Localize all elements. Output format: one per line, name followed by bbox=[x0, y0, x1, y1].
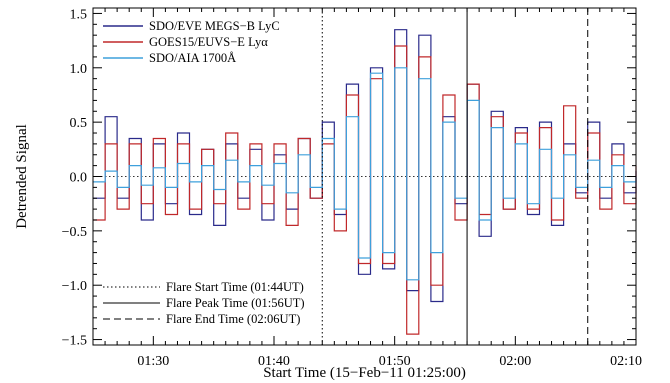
y-tick-label: −0.5 bbox=[62, 225, 87, 240]
legend-label: Flare Peak Time (01:56UT) bbox=[166, 296, 305, 310]
x-tick-label: 01:50 bbox=[379, 354, 411, 369]
y-tick-label: 1.5 bbox=[70, 7, 88, 22]
legend-label: GOES15/EUVS−E Lyα bbox=[149, 35, 268, 49]
legend-label: Flare Start Time (01:44UT) bbox=[166, 280, 304, 294]
legend-label: SDO/AIA 1700Å bbox=[149, 51, 236, 65]
y-tick-label: −1.5 bbox=[62, 334, 87, 349]
series-legend: SDO/EVE MEGS−B LyC GOES15/EUVS−E Lyα SDO/A… bbox=[103, 19, 280, 65]
y-axis-title: Detrended Signal bbox=[14, 124, 30, 229]
series-line-1 bbox=[93, 29, 637, 303]
x-tick-label: 02:00 bbox=[499, 354, 531, 369]
x-tick-label: 01:30 bbox=[137, 354, 169, 369]
x-tick-label: 01:40 bbox=[258, 354, 290, 369]
series-line-2 bbox=[93, 45, 637, 335]
x-axis-title: Start Time (15−Feb−11 01:25:00) bbox=[263, 365, 466, 381]
y-tick-label: 1.0 bbox=[70, 62, 88, 77]
y-tick-label: 0.5 bbox=[70, 116, 88, 131]
x-tick-label: 02:10 bbox=[610, 354, 642, 369]
y-tick-label: −1.0 bbox=[62, 279, 87, 294]
flare-time-legend: Flare Start Time (01:44UT) Flare Peak Tim… bbox=[103, 280, 305, 326]
legend-label: Flare End Time (02:06UT) bbox=[166, 312, 300, 326]
legend-label: SDO/EVE MEGS−B LyC bbox=[149, 19, 280, 33]
series-line-3 bbox=[93, 67, 637, 281]
y-tick-label: 0.0 bbox=[70, 171, 88, 186]
